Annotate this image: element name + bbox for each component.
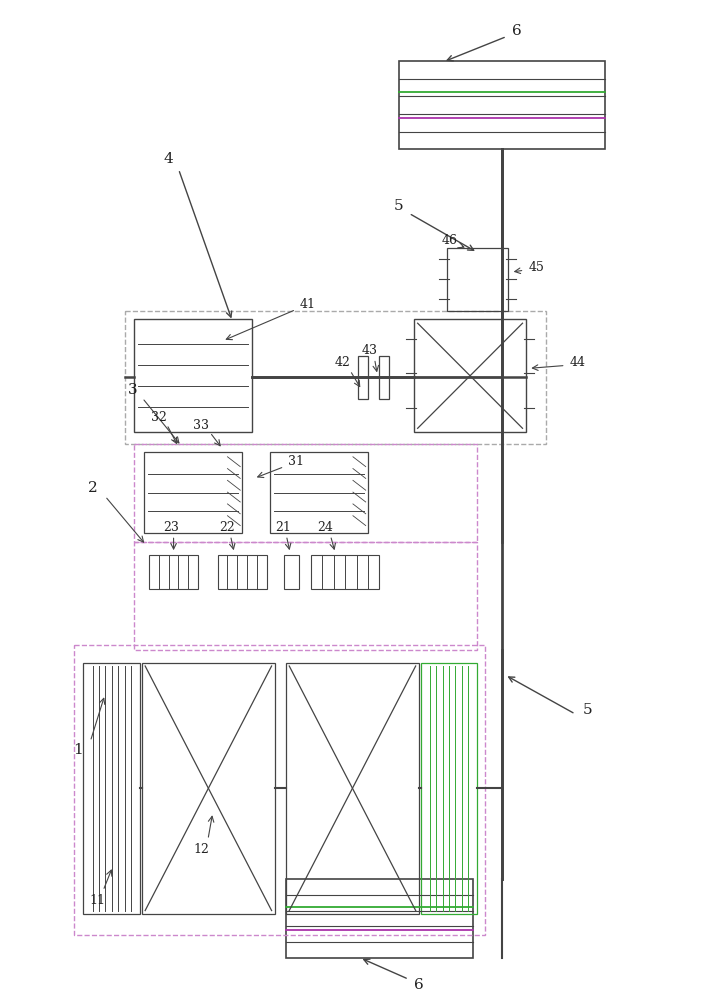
Text: 11: 11	[89, 894, 105, 907]
Bar	[125, 311, 546, 444]
Text: 6: 6	[414, 978, 423, 992]
Bar	[149, 555, 198, 589]
Bar	[144, 452, 242, 533]
Bar	[83, 663, 140, 914]
Bar	[414, 319, 526, 432]
Text: 45: 45	[529, 261, 544, 274]
Text: 21: 21	[275, 521, 292, 534]
Text: 33: 33	[193, 419, 209, 432]
Text: 2: 2	[88, 481, 98, 495]
Text: 5: 5	[394, 199, 404, 213]
Text: 5: 5	[583, 703, 592, 717]
Bar	[285, 555, 299, 589]
Text: 32: 32	[151, 411, 167, 424]
Text: 23: 23	[163, 521, 179, 534]
Bar	[311, 555, 379, 589]
Text: 3: 3	[128, 383, 137, 397]
Bar	[447, 248, 508, 311]
Bar	[286, 879, 472, 958]
Bar	[421, 663, 477, 914]
Text: 1: 1	[74, 743, 83, 757]
Text: 24: 24	[318, 521, 334, 534]
Text: 43: 43	[362, 344, 378, 357]
Text: 41: 41	[300, 298, 316, 311]
Text: 4: 4	[164, 152, 174, 166]
Bar	[379, 356, 389, 399]
Bar	[218, 555, 266, 589]
Bar	[74, 645, 485, 935]
Bar	[399, 61, 605, 149]
Bar	[358, 356, 367, 399]
Bar	[142, 663, 275, 914]
Bar	[135, 444, 477, 542]
Bar	[135, 542, 477, 650]
Text: 44: 44	[569, 356, 585, 369]
Bar	[286, 663, 418, 914]
Text: 6: 6	[512, 24, 522, 38]
Bar	[270, 452, 367, 533]
Text: 42: 42	[334, 356, 350, 369]
Text: 46: 46	[442, 234, 458, 247]
Bar	[135, 319, 252, 432]
Text: 12: 12	[193, 843, 209, 856]
Text: 31: 31	[288, 455, 304, 468]
Text: 22: 22	[219, 521, 236, 534]
